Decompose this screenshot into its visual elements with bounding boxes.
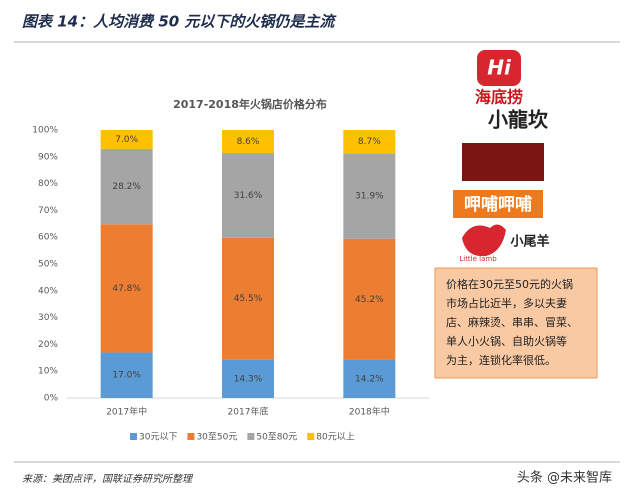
legend-swatch <box>130 433 137 440</box>
y-tick-label: 100% <box>32 126 58 136</box>
y-tick-label: 50% <box>38 260 58 270</box>
logo-badge <box>462 143 544 181</box>
data-label: 8.6% <box>237 137 260 147</box>
watermark: 头条 @未来智库 <box>517 470 612 486</box>
bar-segment <box>222 153 274 238</box>
legend-label: 30元以下 <box>139 433 177 443</box>
y-tick-label: 80% <box>38 179 58 189</box>
annotation-line: 市场占比近半，多以夫妻 <box>446 296 567 310</box>
bar-segment <box>100 148 153 225</box>
annotation-line: 店、麻辣烫、串串、冒菜、 <box>446 315 578 329</box>
y-tick-label: 70% <box>38 206 58 216</box>
bar-segment <box>100 224 153 353</box>
chart-title: 2017-2018年火锅店价格分布 <box>173 97 327 111</box>
logo-text: Little lamb <box>459 255 497 263</box>
bar-segment <box>222 130 274 154</box>
legend-swatch <box>307 433 315 440</box>
bar-segment <box>100 352 153 398</box>
logo-text: 小龍坎 <box>488 108 549 132</box>
y-tick-label: 30% <box>38 313 58 323</box>
header-title: 图表 14：人均消费 50 元以下的火锅仍是主流 <box>22 13 337 31</box>
y-tick-label: 40% <box>38 286 58 296</box>
bar-segment <box>343 359 396 398</box>
bar-segment <box>343 153 396 239</box>
logo-text: 呷哺呷哺 <box>464 194 532 215</box>
annotation-line: 为主，连锁化率很低。 <box>446 353 556 367</box>
bar-segment <box>343 130 396 154</box>
data-label: 31.6% <box>234 191 263 201</box>
data-label: 8.7% <box>358 137 381 147</box>
logo-badge <box>453 190 543 218</box>
y-tick-label: 0% <box>44 394 59 404</box>
logo-text: Hi <box>487 56 512 80</box>
logo-text: 小尾羊 <box>510 234 549 250</box>
legend-swatch <box>247 433 255 440</box>
annotation-box <box>434 267 598 379</box>
annotation-line: 单人小火锅、自助火锅等 <box>446 334 567 348</box>
annotation-line: 价格在30元至50元的火锅 <box>446 277 573 291</box>
bar-segment <box>222 359 274 398</box>
logo-text: 海底捞 <box>475 88 523 107</box>
bar-segment <box>222 237 274 360</box>
bar-segment <box>343 238 396 360</box>
source: 来源：美团点评，国联证券研究所整理 <box>22 473 194 485</box>
data-label: 47.8% <box>112 284 141 294</box>
data-label: 28.2% <box>112 182 141 192</box>
y-tick-label: 20% <box>38 340 58 350</box>
bar-segment <box>100 130 153 149</box>
data-label: 31.9% <box>355 192 384 202</box>
x-tick-label: 2017年底 <box>228 406 269 418</box>
legend-label: 30至50元 <box>196 432 237 443</box>
y-tick-label: 60% <box>38 233 58 243</box>
logo-badge <box>477 50 521 86</box>
data-label: 45.5% <box>234 294 263 304</box>
legend-label: 50至80元 <box>256 432 297 443</box>
x-tick-label: 2018年中 <box>349 406 390 418</box>
legend-swatch <box>187 433 195 440</box>
x-tick-label: 2017年中 <box>106 406 147 418</box>
data-label: 14.3% <box>234 374 263 384</box>
legend-label: 80元以上 <box>316 432 354 443</box>
logos: Hi 海底捞 小龍坎 呷哺呷哺 小尾羊 Little lamb <box>453 50 550 263</box>
annotation: 价格在30元至50元的火锅市场占比近半，多以夫妻店、麻辣烫、串串、冒菜、单人小火… <box>446 277 578 367</box>
data-label: 17.0% <box>112 371 141 381</box>
logo-shape <box>462 224 506 257</box>
data-label: 7.0% <box>115 135 138 145</box>
y-tick-label: 10% <box>38 367 58 377</box>
y-tick-label: 90% <box>38 152 58 162</box>
data-label: 45.2% <box>355 295 384 305</box>
data-label: 14.2% <box>355 374 384 384</box>
